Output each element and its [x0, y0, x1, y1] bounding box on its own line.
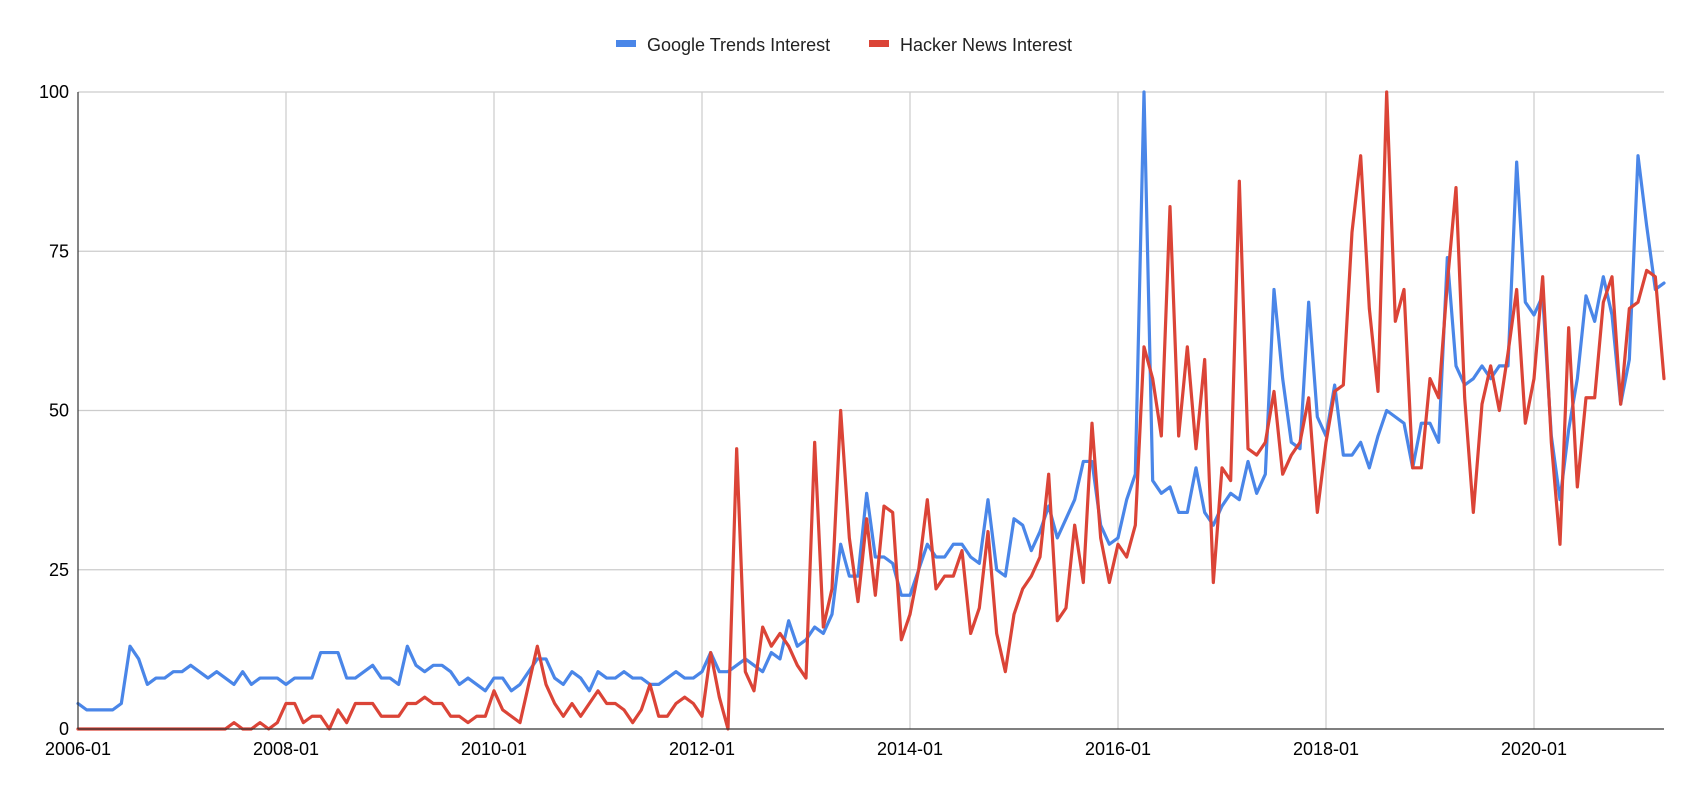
- series-layer: [76, 90, 1666, 731]
- series-line-google-trends: [76, 90, 1666, 712]
- x-tick-label: 2006-01: [45, 739, 111, 759]
- x-tick-label: 2008-01: [253, 739, 319, 759]
- y-tick-label: 75: [49, 241, 69, 261]
- legend-swatch-google-trends: [616, 40, 636, 47]
- x-tick-label: 2012-01: [669, 739, 735, 759]
- x-tick-label: 2010-01: [461, 739, 527, 759]
- x-tick-label: 2018-01: [1293, 739, 1359, 759]
- x-tick-label: 2014-01: [877, 739, 943, 759]
- series-line-hacker-news: [76, 90, 1666, 731]
- grid: [78, 91, 1664, 729]
- x-tick-label: 2016-01: [1085, 739, 1151, 759]
- legend-label-hacker-news: Hacker News Interest: [900, 35, 1072, 55]
- y-tick-label: 50: [49, 401, 69, 421]
- legend-swatch-hacker-news: [869, 40, 889, 47]
- y-tick-label: 25: [49, 560, 69, 580]
- y-tick-label: 100: [39, 82, 69, 102]
- legend-label-google-trends: Google Trends Interest: [647, 35, 830, 55]
- y-tick-label: 0: [59, 719, 69, 739]
- legend: Google Trends Interest Hacker News Inter…: [616, 35, 1072, 55]
- x-tick-label: 2020-01: [1501, 739, 1567, 759]
- axes: 0 25 50 75 100 2006-01 2008-01 2010-01 2012-01 20…: [39, 82, 1664, 759]
